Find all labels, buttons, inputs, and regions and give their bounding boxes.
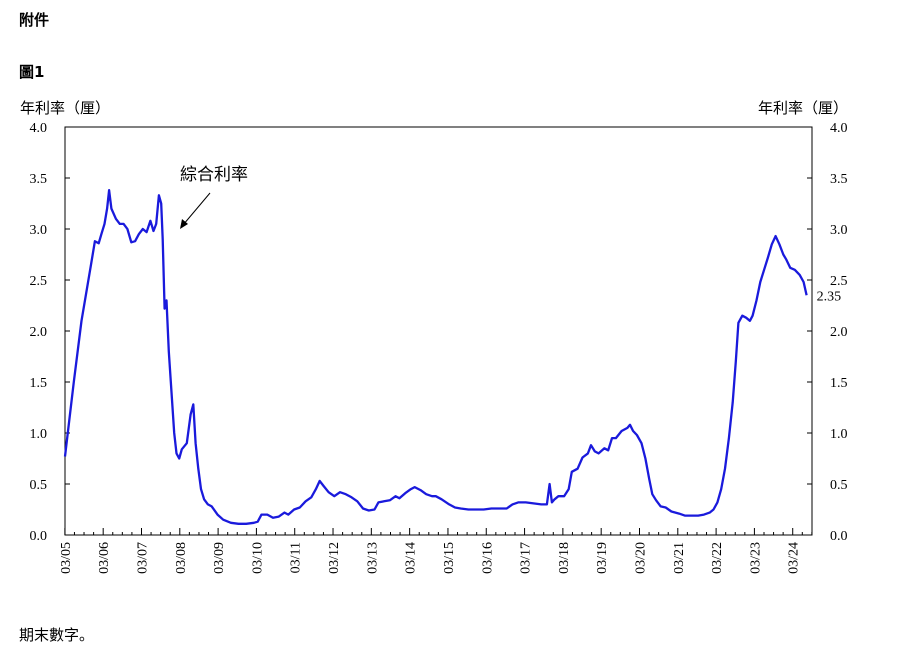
x-tick-labels: 03/05 03/06 03/07 03/08 03/09 03/10 03/11 03/12… xyxy=(59,542,802,574)
x-tick-label: 03/15 xyxy=(442,542,457,574)
y-tick-label-right: 3.0 xyxy=(830,223,848,238)
y-tick-label-right: 1.5 xyxy=(830,376,848,391)
y-tick-label-left: 3.5 xyxy=(30,172,48,187)
x-tick-label: 03/07 xyxy=(135,542,150,574)
x-tick-label: 03/20 xyxy=(633,542,648,574)
attachment-heading: 附件 xyxy=(19,11,50,29)
footnote: 期末數字。 xyxy=(19,626,95,644)
x-tick-label: 03/10 xyxy=(250,542,265,574)
x-tick-label: 03/13 xyxy=(365,542,380,574)
annotation-label: 綜合利率 xyxy=(180,165,248,185)
y-tick-label-right: 4.0 xyxy=(830,121,848,136)
annotation-arrow xyxy=(180,192,211,229)
y-tick-label-left: 2.5 xyxy=(30,274,48,289)
y-tick-label-right: 0.0 xyxy=(830,529,848,544)
y-axis-title-right: 年利率（厘） xyxy=(758,99,848,117)
x-tick-label: 03/23 xyxy=(748,542,763,574)
x-tick-label: 03/14 xyxy=(404,542,419,574)
y-axis-title-left: 年利率（厘） xyxy=(20,99,110,117)
end-value-label: 2.35 xyxy=(817,289,842,304)
x-tick-label: 03/24 xyxy=(787,542,802,574)
x-tick-label: 03/11 xyxy=(289,542,304,573)
y-tick-label-right: 2.5 xyxy=(830,274,848,289)
axis-ticks xyxy=(64,126,813,536)
x-tick-label: 03/08 xyxy=(174,542,189,574)
y-tick-label-left: 0.0 xyxy=(30,529,48,544)
figure-label: 圖1 xyxy=(19,63,45,81)
x-tick-label: 03/16 xyxy=(480,542,495,574)
x-tick-label: 03/21 xyxy=(672,542,687,574)
plot-frame xyxy=(64,126,813,536)
x-tick-label: 03/17 xyxy=(519,542,534,574)
y-tick-labels: 0.0 0.0 0.5 0.5 1.0 1.0 1.5 1.5 2.0 2.0 2.5 2.5 3.0 3… xyxy=(30,121,848,544)
y-tick-label-right: 3.5 xyxy=(830,172,848,187)
composite-rate-line xyxy=(63,189,808,525)
y-tick-label-right: 0.5 xyxy=(830,478,848,493)
x-tick-label: 03/09 xyxy=(212,542,227,574)
x-tick-label: 03/06 xyxy=(97,542,112,574)
y-tick-label-right: 1.0 xyxy=(830,427,848,442)
x-tick-label: 03/19 xyxy=(595,542,610,574)
x-tick-label: 03/22 xyxy=(710,542,725,574)
y-tick-label-left: 0.5 xyxy=(30,478,48,493)
y-tick-label-left: 1.0 xyxy=(30,427,48,442)
y-tick-label-right: 2.0 xyxy=(830,325,848,340)
y-tick-label-left: 2.0 xyxy=(30,325,48,340)
x-tick-label: 03/05 xyxy=(59,542,74,574)
y-tick-label-left: 3.0 xyxy=(30,223,48,238)
x-tick-label: 03/12 xyxy=(327,542,342,574)
interest-rate-chart: 年利率（厘） 年利率（厘） 0.0 0.0 0.5 0.5 1.0 1.0 1.5 1.5 2.… xyxy=(20,99,848,574)
x-tick-label: 03/18 xyxy=(557,542,572,574)
y-tick-label-left: 1.5 xyxy=(30,376,48,391)
y-tick-label-left: 4.0 xyxy=(30,121,48,136)
